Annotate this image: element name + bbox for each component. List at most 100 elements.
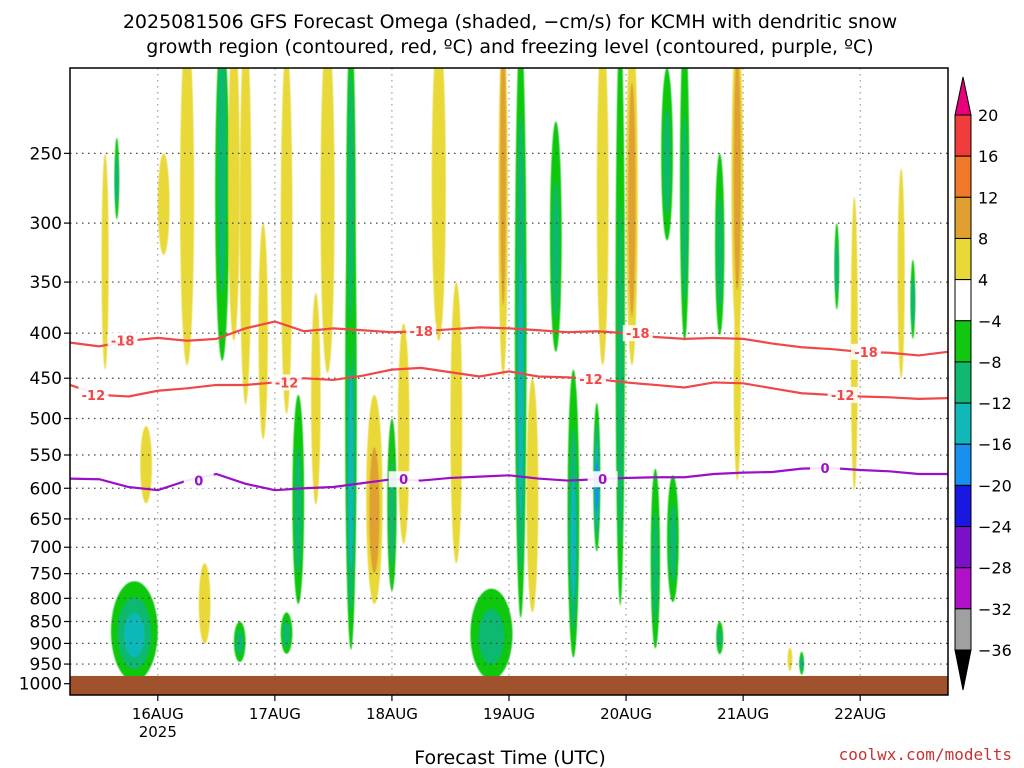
- contour-label-bg: [107, 332, 138, 349]
- colorbar-label: 16: [978, 147, 998, 166]
- colorbar-bottom-arrow: [954, 649, 972, 691]
- colorbar-swatch: [954, 567, 972, 610]
- contour-label: 0: [194, 475, 203, 490]
- contour-line: [70, 320, 948, 357]
- y-axis-ticks: 2503003504004505005506006507007508008509…: [19, 144, 70, 695]
- x-tick-sublabel: 2025: [139, 723, 177, 741]
- contour-label-bg: [183, 472, 214, 489]
- colorbar: 20 16 12 8 4 −4 −8 −12 −16 −20 −24 −28 −32 −36: [954, 76, 1012, 691]
- omega-cell: [180, 68, 195, 366]
- colorbar-label: −36: [978, 641, 1012, 660]
- omega-cell: [500, 68, 507, 306]
- contour-label: -18: [409, 325, 433, 340]
- colorbar-label: 12: [978, 188, 998, 207]
- omega-cell: [431, 68, 446, 341]
- contour-label-bg: [827, 386, 858, 403]
- omega-cell: [114, 155, 119, 206]
- chart-title-line1: 2025081506 GFS Forecast Omega (shaded, −…: [123, 11, 897, 33]
- contour-label: -12: [275, 376, 299, 391]
- x-tick-label: 21AUG: [717, 705, 769, 723]
- omega-cell: [348, 70, 354, 323]
- contour-label-bg: [388, 471, 419, 488]
- y-tick-label: 750: [30, 565, 62, 585]
- omega-cell: [733, 292, 741, 481]
- contour-label: -18: [626, 327, 650, 342]
- y-tick-label: 300: [30, 214, 62, 234]
- omega-cell: [198, 563, 211, 644]
- y-tick-label: 900: [30, 634, 62, 654]
- omega-cell: [526, 378, 539, 613]
- contour-label: 0: [399, 473, 408, 488]
- contour-label-bg: [810, 459, 841, 476]
- contour-label-bg: [406, 323, 437, 340]
- contour-label: -12: [831, 389, 855, 404]
- y-tick-label: 650: [30, 510, 62, 530]
- omega-cell: [669, 504, 677, 582]
- x-tick-label: 18AUG: [366, 705, 418, 723]
- omega-cell: [552, 180, 560, 319]
- omega-cell: [910, 277, 915, 326]
- x-tick-label: 16AUG: [132, 705, 184, 723]
- x-axis-label: Forecast Time (UTC): [414, 747, 605, 768]
- omega-cell: [239, 68, 252, 405]
- contour-label: 0: [821, 462, 830, 477]
- omega-cell: [850, 196, 858, 491]
- omega-cell: [596, 68, 609, 366]
- y-tick-label: 550: [30, 446, 62, 466]
- omega-cell: [258, 223, 268, 440]
- y-tick-label: 850: [30, 613, 62, 633]
- colorbar-top-arrow: [954, 76, 972, 116]
- colorbar-label: 4: [978, 271, 988, 290]
- omega-cell: [280, 68, 293, 414]
- contour-label-bg: [622, 325, 653, 342]
- grid-lines: [70, 68, 948, 695]
- omega-cell: [570, 478, 576, 601]
- contour-line: [70, 466, 948, 492]
- colorbar-label: −8: [978, 353, 1002, 372]
- omega-cell: [311, 292, 321, 505]
- y-tick-label: 600: [30, 479, 62, 499]
- omega-cell: [101, 153, 109, 370]
- omega-cell: [733, 68, 741, 291]
- colorbar-swatch: [954, 443, 972, 486]
- omega-cell: [787, 647, 793, 671]
- colorbar-label: 20: [978, 106, 998, 125]
- colorbar-label: −28: [978, 559, 1012, 578]
- contour-label: -12: [579, 373, 603, 388]
- colorbar-swatch: [954, 484, 972, 528]
- colorbar-swatch: [954, 526, 972, 569]
- colorbar-swatch: [954, 237, 972, 281]
- y-tick-label: 250: [30, 144, 62, 164]
- x-tick-label: 22AUG: [834, 705, 886, 723]
- colorbar-swatch: [954, 320, 972, 363]
- contour-lines: -18 -18 -18 -18 -12 -12 -12 -12 0 0 0 0: [70, 320, 948, 492]
- omega-cell: [628, 82, 636, 317]
- plot-area: -18 -18 -18 -18 -12 -12 -12 -12 0 0 0 0: [70, 68, 948, 695]
- ground-surface: [70, 675, 948, 695]
- contour-label: -18: [854, 346, 878, 361]
- omega-cell: [228, 68, 240, 341]
- omega-cell: [681, 115, 688, 300]
- omega-cell: [217, 68, 227, 294]
- colorbar-label: 8: [978, 229, 988, 248]
- omega-cell: [320, 68, 335, 374]
- y-tick-label: 800: [30, 589, 62, 609]
- contour-label-bg: [271, 374, 302, 391]
- y-tick-label: 950: [30, 655, 62, 675]
- colorbar-label: −16: [978, 435, 1012, 454]
- omega-cell: [294, 447, 302, 574]
- omega-cell: [157, 153, 170, 255]
- omega-cell: [663, 109, 671, 215]
- contour-label: -18: [111, 335, 135, 350]
- omega-cell: [652, 512, 659, 622]
- chart-title-line2: growth region (contoured, red, ºC) and f…: [146, 36, 873, 58]
- omega-cell: [716, 197, 723, 308]
- x-tick-label: 17AUG: [249, 705, 301, 723]
- contour-line: [70, 366, 948, 401]
- contour-label-bg: [587, 471, 618, 488]
- omega-cell: [397, 323, 410, 544]
- colorbar-label: −24: [978, 518, 1012, 537]
- omega-cell: [282, 621, 291, 647]
- omega-cell: [236, 630, 244, 655]
